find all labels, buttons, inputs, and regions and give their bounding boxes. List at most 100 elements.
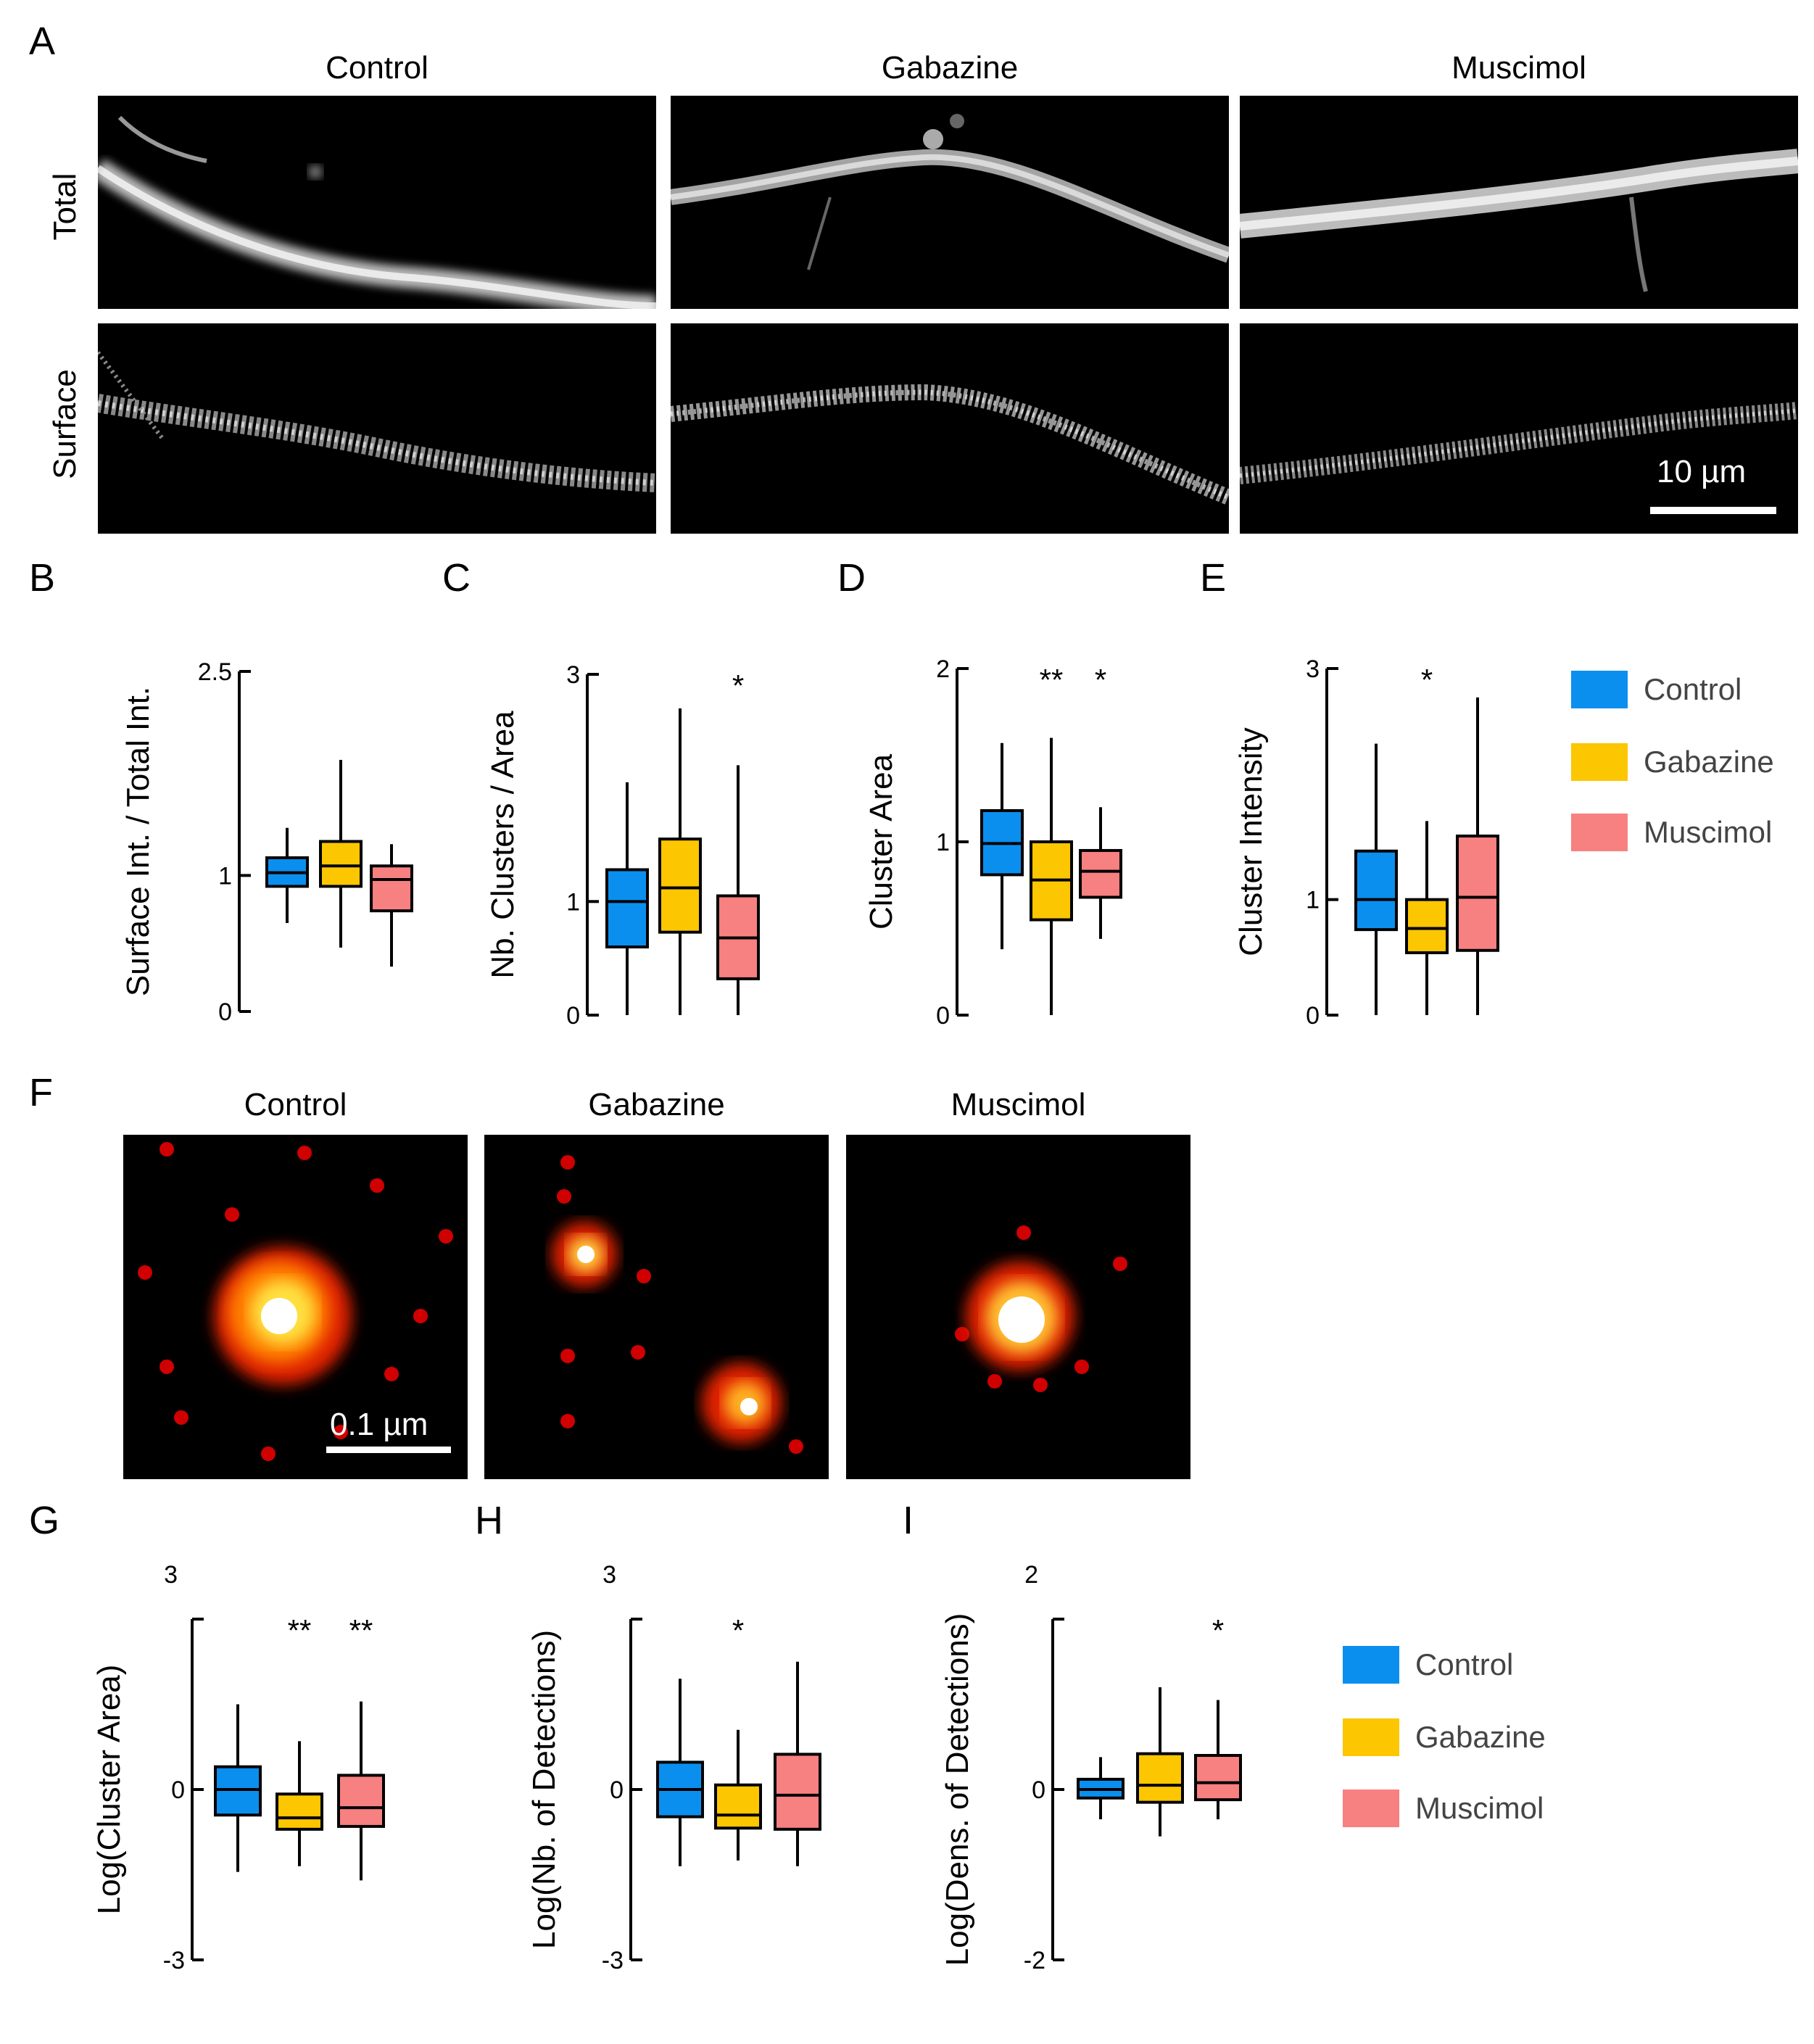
y-tick-label: 3 xyxy=(1306,655,1320,683)
legend-item-control: Control xyxy=(1571,671,1741,708)
box-muscimol xyxy=(1456,697,1499,1015)
panel-a-row-label-surface: Surface xyxy=(47,369,83,479)
panel-letter-D: D xyxy=(837,556,866,600)
box-gabazine xyxy=(319,759,363,948)
box-muscimol xyxy=(337,1701,385,1881)
y-axis-label: Cluster Area xyxy=(863,753,899,930)
significance-stars: * xyxy=(1212,1613,1224,1647)
y-axis-label: Cluster Intensity xyxy=(1233,727,1269,956)
y-tick-label: 0 xyxy=(1032,1776,1045,1804)
heatmap-gabazine xyxy=(484,1135,829,1479)
legend2-item-control: Control xyxy=(1343,1646,1513,1684)
significance-stars: ** xyxy=(288,1613,312,1647)
panel-a-row-label-total: Total xyxy=(47,173,83,241)
panel-f-col-title-gabazine: Gabazine xyxy=(588,1087,725,1122)
y-tick-label: 0 xyxy=(610,1776,624,1804)
legend2-label: Control xyxy=(1415,1647,1514,1681)
y-tick-label: 1 xyxy=(936,829,950,856)
y-tick-label: 3 xyxy=(164,1561,178,1589)
panel-letter-G: G xyxy=(29,1499,60,1542)
y-tick-label: 0 xyxy=(218,998,232,1026)
boxplot-panel-e: 0 1 3 Cluster Intensity * xyxy=(1233,655,1499,1030)
box-iqr xyxy=(337,1774,385,1828)
significance-stars: ** xyxy=(349,1613,373,1647)
box-iqr xyxy=(605,868,649,949)
y-tick-label: -3 xyxy=(163,1947,185,1974)
box-iqr xyxy=(658,837,702,934)
box-gabazine xyxy=(1405,821,1449,1015)
legend2-item-gabazine: Gabazine xyxy=(1343,1718,1546,1756)
y-tick-label: 2 xyxy=(936,655,950,683)
micrograph-surface-control xyxy=(98,323,656,534)
box-gabazine xyxy=(714,1729,762,1861)
significance-stars: * xyxy=(732,1613,744,1647)
box-control xyxy=(656,1679,704,1866)
panel-letter-H: H xyxy=(475,1499,503,1542)
legend2-item-muscimol: Muscimol xyxy=(1343,1789,1544,1827)
legend2-label: Muscimol xyxy=(1415,1791,1544,1825)
box-muscimol xyxy=(370,844,413,967)
significance-stars: * xyxy=(1095,663,1106,697)
legend2-swatch-control xyxy=(1343,1646,1399,1684)
box-control xyxy=(1354,743,1398,1015)
legend-label: Gabazine xyxy=(1644,745,1774,779)
box-muscimol xyxy=(1079,807,1122,939)
legend-swatch-control xyxy=(1571,671,1628,708)
legend2-swatch-gabazine xyxy=(1343,1718,1399,1756)
panel-letter-A: A xyxy=(29,20,56,63)
box-gabazine xyxy=(1030,737,1073,1015)
box-control xyxy=(605,782,649,1015)
panel-a-col-title-gabazine: Gabazine xyxy=(881,50,1019,86)
boxplot-panel-h: -3 0 3 Log(Nb. of Detections) * xyxy=(526,1561,821,1974)
micrograph-total-muscimol xyxy=(1240,96,1798,309)
box-iqr xyxy=(1354,849,1398,932)
panel-letter-I: I xyxy=(903,1499,914,1542)
panel-f-col-title-control: Control xyxy=(244,1087,347,1122)
box-control xyxy=(265,827,309,924)
box-iqr xyxy=(1194,1754,1242,1802)
box-iqr xyxy=(1456,835,1499,952)
box-gabazine xyxy=(276,1741,323,1866)
y-tick-label: -3 xyxy=(602,1947,624,1974)
y-tick-label: 0 xyxy=(936,1002,950,1030)
y-tick-label: 0 xyxy=(1306,1002,1320,1030)
panel-a-col-title-muscimol: Muscimol xyxy=(1451,50,1586,86)
scalebar-10um xyxy=(1650,507,1776,514)
significance-stars: * xyxy=(732,669,744,703)
y-tick-label: -2 xyxy=(1024,1947,1045,1974)
box-muscimol xyxy=(716,765,760,1015)
y-axis-label: Log(Cluster Area) xyxy=(91,1665,127,1915)
y-tick-label: 1 xyxy=(218,862,232,890)
legend-label: Control xyxy=(1644,672,1742,706)
box-iqr xyxy=(370,864,413,913)
legend-swatch-muscimol xyxy=(1571,814,1628,851)
boxplot-panel-c: 0 1 3 Nb. Clusters / Area * xyxy=(485,661,760,1030)
box-control xyxy=(980,742,1024,950)
boxplot-panel-b: 0 1 2.5 Surface Int. / Total Int. xyxy=(120,658,413,1026)
micrograph-total-gabazine xyxy=(671,96,1229,309)
scalebar-label-0-1um: 0.1 µm xyxy=(330,1407,428,1442)
y-tick-label: 3 xyxy=(566,661,580,689)
heatmap-muscimol xyxy=(846,1135,1190,1479)
y-axis-label: Surface Int. / Total Int. xyxy=(120,687,156,996)
panel-a-col-title-control: Control xyxy=(326,50,428,86)
panel-letter-B: B xyxy=(29,556,56,600)
box-gabazine xyxy=(1136,1687,1184,1837)
legend-swatch-gabazine xyxy=(1571,743,1628,781)
box-iqr xyxy=(1136,1752,1184,1804)
panel-letter-E: E xyxy=(1200,556,1227,600)
box-control xyxy=(1077,1757,1125,1820)
scalebar-label-10um: 10 µm xyxy=(1657,454,1747,489)
y-tick-label: 2 xyxy=(1024,1561,1038,1589)
significance-stars: * xyxy=(1421,663,1433,697)
box-iqr xyxy=(1405,898,1449,954)
boxplot-panel-i: -2 0 2 Log(Dens. of Detections) * xyxy=(940,1561,1242,1974)
y-tick-label: 1 xyxy=(1306,887,1320,914)
panel-letter-F: F xyxy=(29,1071,53,1114)
y-tick-label: 2.5 xyxy=(198,658,232,686)
legend-label: Muscimol xyxy=(1644,815,1773,849)
significance-stars: ** xyxy=(1040,663,1064,697)
y-axis-label: Log(Nb. of Detections) xyxy=(526,1630,562,1949)
micrograph-surface-muscimol: 10 µm xyxy=(1240,323,1798,534)
